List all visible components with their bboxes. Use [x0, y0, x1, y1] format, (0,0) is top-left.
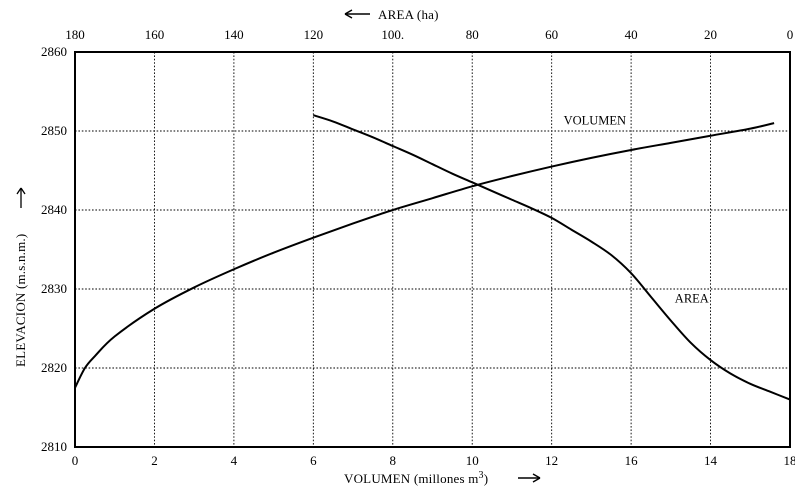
top-tick-label: 160	[145, 27, 165, 42]
top-tick-label: 60	[545, 27, 558, 42]
bottom-axis-label-sup: 3	[479, 470, 484, 481]
top-tick-label: 80	[466, 27, 479, 42]
volumen-curve	[74, 122, 775, 389]
left-tick-label: 2820	[41, 360, 67, 375]
curves	[74, 114, 791, 401]
top-tick-label: 180	[65, 27, 85, 42]
top-tick-label: 20	[704, 27, 717, 42]
left-tick-label: 2840	[41, 202, 67, 217]
top-axis-title: AREA (ha)	[344, 7, 439, 22]
left-tick-label: 2810	[41, 439, 67, 454]
bottom-axis-label: VOLUMEN (millones m3)	[344, 470, 488, 486]
top-tick-label: 40	[625, 27, 638, 42]
top-tick-label: 120	[304, 27, 324, 42]
volumen-curve-label: VOLUMEN	[564, 114, 627, 128]
left-axis-title: ELEVACION (m.s.n.m.)	[13, 187, 28, 367]
tick-labels: 01802160414061208100.1080126016401420180…	[41, 27, 795, 468]
area-curve	[313, 114, 791, 401]
bottom-axis-title: VOLUMEN (millones m3)	[344, 470, 541, 486]
bottom-axis-label-suffix: )	[484, 471, 489, 486]
left-tick-label: 2860	[41, 44, 67, 59]
bottom-axis-label-main: VOLUMEN (millones m	[344, 471, 479, 486]
left-tick-label: 2830	[41, 281, 67, 296]
bottom-tick-label: 2	[151, 453, 158, 468]
grid-lines	[75, 52, 790, 447]
right-arrow-head-icon	[532, 473, 541, 483]
bottom-tick-label: 6	[310, 453, 317, 468]
left-arrow-head-icon	[344, 9, 353, 19]
bottom-tick-label: 14	[704, 453, 718, 468]
bottom-tick-label: 10	[466, 453, 479, 468]
top-tick-label: 0	[787, 27, 794, 42]
bottom-tick-label: 4	[231, 453, 238, 468]
bottom-tick-label: 16	[625, 453, 639, 468]
plot-frame	[74, 51, 791, 448]
left-tick-label: 2850	[41, 123, 67, 138]
left-axis-label: ELEVACION (m.s.n.m.)	[13, 234, 28, 367]
up-arrow-head-icon	[16, 187, 26, 195]
area-curve-label: AREA	[675, 291, 709, 305]
bottom-tick-label: 8	[390, 453, 397, 468]
bottom-tick-label: 0	[72, 453, 79, 468]
top-axis-label: AREA (ha)	[378, 7, 439, 22]
bottom-tick-label: 18	[784, 453, 795, 468]
bottom-tick-label: 12	[545, 453, 558, 468]
top-tick-label: 100.	[381, 27, 404, 42]
top-tick-label: 140	[224, 27, 244, 42]
